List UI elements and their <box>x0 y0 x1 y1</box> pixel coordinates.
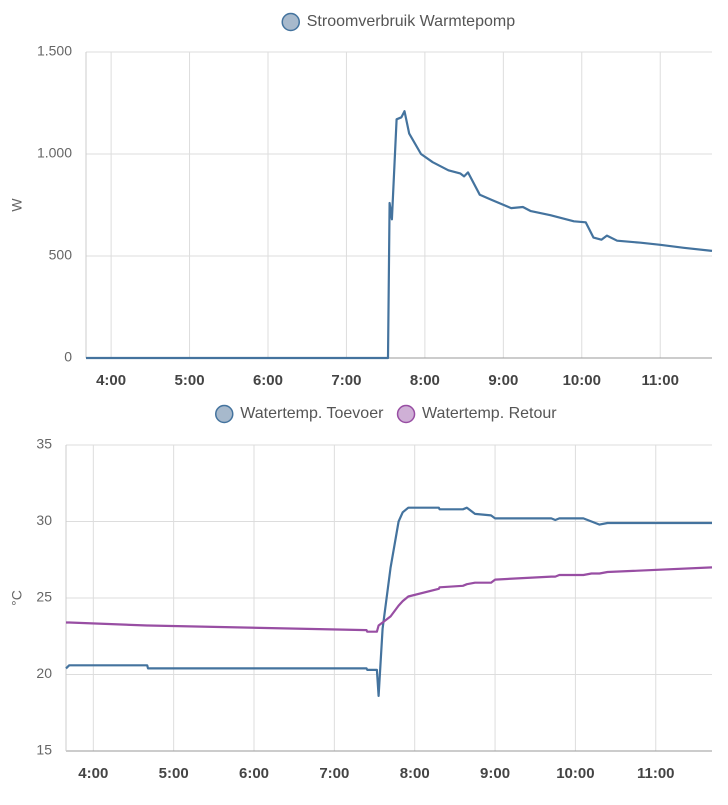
x-tick-label: 8:00 <box>410 372 440 389</box>
x-tick-label: 6:00 <box>253 372 283 389</box>
x-tick-label: 11:00 <box>637 765 675 782</box>
legend-marker <box>281 12 300 32</box>
x-tick-label: 10:00 <box>563 372 601 389</box>
x-tick-label: 7:00 <box>319 765 349 782</box>
y-axis-label: °C <box>9 590 25 606</box>
y-tick-label: 20 <box>36 665 52 681</box>
x-tick-label: 8:00 <box>400 765 430 782</box>
line <box>86 110 713 360</box>
x-tick-label: 7:00 <box>331 372 361 389</box>
legend-marker <box>396 404 416 424</box>
x-tick-label: 10:00 <box>556 765 594 782</box>
legend-marker <box>215 404 234 424</box>
x-tick-label: 5:00 <box>175 372 205 389</box>
y-tick-label: 1.000 <box>37 145 72 161</box>
y-tick-label: 35 <box>36 436 52 452</box>
x-tick-label: 5:00 <box>159 765 189 782</box>
y-tick-label: 30 <box>36 512 52 528</box>
legend-label: Watertemp. Retour <box>422 405 557 422</box>
x-tick-label: 6:00 <box>239 765 269 782</box>
y-axis-label: W <box>9 198 25 212</box>
y-tick-label: 25 <box>36 589 52 605</box>
y-tick-label: 0 <box>64 349 72 365</box>
x-tick-label: 9:00 <box>488 372 518 389</box>
x-tick-label: 9:00 <box>480 765 510 782</box>
y-tick-label: 1.500 <box>37 43 72 59</box>
legend-label: Watertemp. Toevoer <box>240 405 384 422</box>
x-tick-label: 4:00 <box>78 765 108 782</box>
line <box>66 566 713 633</box>
x-tick-label: 11:00 <box>641 372 679 389</box>
x-tick-label: 4:00 <box>96 372 126 389</box>
legend-label: Stroomverbruik Warmtepomp <box>307 13 515 30</box>
line <box>65 506 712 697</box>
y-tick-label: 15 <box>36 742 52 758</box>
y-tick-label: 500 <box>49 247 73 263</box>
